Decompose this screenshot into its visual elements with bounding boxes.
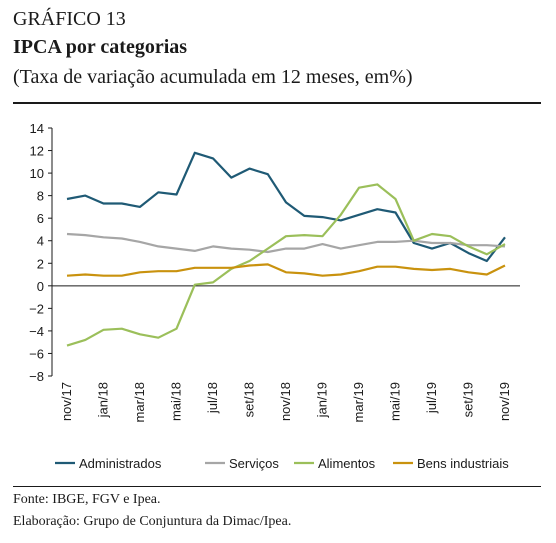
y-tick-label: −8: [29, 369, 44, 384]
legend-label: Bens industriais: [417, 456, 509, 471]
series-line-servi-os: [66, 232, 506, 254]
y-tick-label: 4: [37, 234, 44, 249]
x-tick-label: nov/17: [59, 382, 74, 421]
x-tick-label: mar/18: [132, 382, 147, 422]
top-rule: [13, 102, 541, 104]
elaboration-note: Elaboração: Grupo de Conjuntura da Dimac…: [13, 514, 292, 529]
x-tick-label: jul/19: [424, 382, 439, 414]
y-tick-label: 8: [37, 189, 44, 204]
x-tick-label: mai/19: [388, 382, 403, 421]
y-tick-label: 2: [37, 256, 44, 271]
x-tick-label: mai/18: [169, 382, 184, 421]
chart-title: IPCA por categorias: [13, 36, 188, 58]
x-tick-label: nov/19: [497, 382, 512, 421]
series-line-bens-industriais: [66, 263, 506, 277]
y-tick-label: 14: [30, 121, 44, 136]
legend-label: Serviços: [229, 456, 279, 471]
legend-label: Alimentos: [318, 456, 376, 471]
x-tick-label: mar/19: [351, 382, 366, 422]
line-chart: −8 −6 −4 −2 0 2 4 6 8 10 12 14 nov/17 jan/18 mar/18 mai…: [29, 121, 520, 471]
source-note: Fonte: IBGE, FGV e Ipea.: [13, 492, 161, 507]
series-line-alimentos: [66, 183, 506, 347]
x-tick-label: set/18: [242, 382, 257, 417]
x-tick-label: set/19: [461, 382, 476, 417]
y-tick-label: −2: [29, 301, 44, 316]
y-tick-label: 6: [37, 211, 44, 226]
y-tick-label: 10: [30, 166, 44, 181]
legend-label: Administrados: [79, 456, 162, 471]
y-tick-label: −4: [29, 324, 44, 339]
x-tick-label: nov/18: [278, 382, 293, 421]
y-tick-label: 0: [37, 279, 44, 294]
x-tick-label: jul/18: [205, 382, 220, 414]
chart-subtitle: (Taxa de variação acumulada em 12 meses,…: [13, 66, 413, 88]
y-tick-label: −6: [29, 346, 44, 361]
x-tick-label: jan/18: [96, 382, 111, 418]
x-tick-label: jan/19: [315, 382, 330, 418]
bottom-rule: [13, 486, 541, 487]
y-tick-label: 12: [30, 144, 44, 159]
series-line-administrados: [66, 151, 506, 263]
figure-number: GRÁFICO 13: [13, 8, 126, 30]
